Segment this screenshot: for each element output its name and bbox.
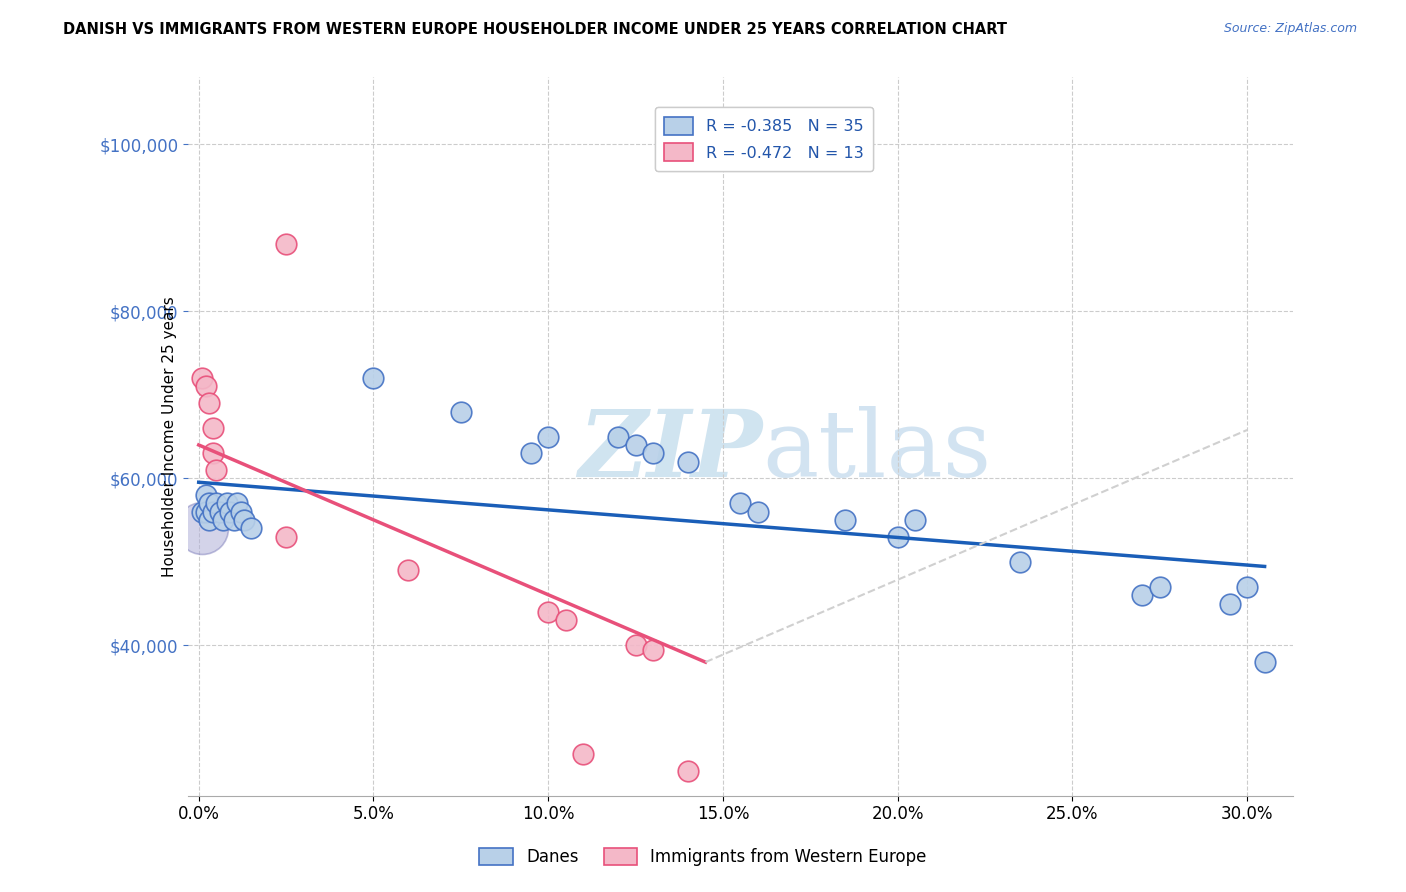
Text: DANISH VS IMMIGRANTS FROM WESTERN EUROPE HOUSEHOLDER INCOME UNDER 25 YEARS CORRE: DANISH VS IMMIGRANTS FROM WESTERN EUROPE… [63,22,1007,37]
Point [194,379,217,393]
Point [198,513,221,527]
Point [1149,580,1171,594]
Point [222,513,245,527]
Point [904,513,927,527]
Point [624,438,647,452]
Point [201,505,224,519]
Point [641,446,664,460]
Point [198,496,221,510]
Point [274,530,297,544]
Point [1253,655,1275,669]
Point [226,496,249,510]
Point [212,513,235,527]
Point [191,521,214,535]
Point [215,496,238,510]
Point [519,446,541,460]
Point [201,421,224,435]
Point [274,237,297,252]
Point [450,404,472,418]
Point [201,446,224,460]
Legend: Danes, Immigrants from Western Europe: Danes, Immigrants from Western Europe [472,841,934,873]
Point [676,455,699,469]
Point [641,642,664,657]
Point [240,521,263,535]
Point [363,371,385,385]
Point [191,371,214,385]
Point [747,505,769,519]
Point [194,505,217,519]
Point [1008,555,1031,569]
Text: ZIP: ZIP [578,406,762,496]
Y-axis label: Householder Income Under 25 years: Householder Income Under 25 years [162,296,177,577]
Point [834,513,856,527]
Point [194,488,217,502]
Text: atlas: atlas [762,406,991,496]
Point [191,505,214,519]
Legend: R = -0.385   N = 35, R = -0.472   N = 13: R = -0.385 N = 35, R = -0.472 N = 13 [655,107,873,171]
Point [208,505,231,519]
Point [676,764,699,778]
Point [205,463,228,477]
Point [219,505,242,519]
Point [205,496,228,510]
Point [607,429,630,443]
Point [554,613,576,627]
Point [537,429,560,443]
Point [1219,597,1241,611]
Point [730,496,752,510]
Point [886,530,908,544]
Text: Source: ZipAtlas.com: Source: ZipAtlas.com [1223,22,1357,36]
Point [198,396,221,410]
Point [1130,588,1153,602]
Point [233,513,256,527]
Point [537,605,560,619]
Point [229,505,252,519]
Point [1236,580,1258,594]
Point [572,747,595,761]
Point [396,563,419,577]
Point [624,639,647,653]
